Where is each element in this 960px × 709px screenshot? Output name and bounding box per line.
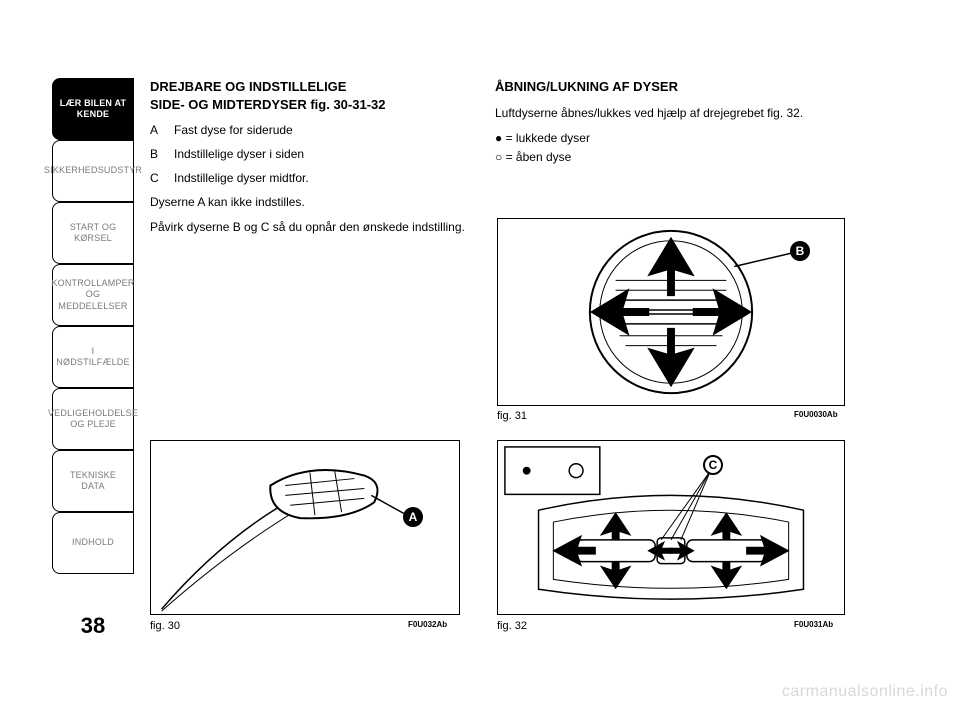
def-key: C bbox=[150, 169, 164, 187]
para-r1: Luftdyserne åbnes/lukkes ved hjælp af dr… bbox=[495, 104, 845, 122]
sidebar-tabs: LÆR BILEN AT KENDE SIKKERHEDSUDSTYR STAR… bbox=[52, 78, 134, 574]
fig32-caption: fig. 32 bbox=[497, 620, 527, 632]
def-val: Fast dyse for siderude bbox=[174, 121, 293, 139]
heading-right: ÅBNING/LUKNING AF DYSER bbox=[495, 78, 845, 96]
figure-30: A bbox=[150, 440, 460, 615]
tab-label: TEKNISKE DATA bbox=[59, 470, 127, 493]
fig30-code: F0U032Ab bbox=[408, 620, 447, 629]
tab-index[interactable]: INDHOLD bbox=[52, 512, 134, 574]
tab-tech-data[interactable]: TEKNISKE DATA bbox=[52, 450, 134, 512]
def-val: Indstillelige dyser i siden bbox=[174, 145, 304, 163]
def-a: A Fast dyse for siderude bbox=[150, 121, 470, 139]
fig32-illustration bbox=[498, 441, 844, 614]
heading-left: DREJBARE OG INDSTILLELIGE SIDE- OG MIDTE… bbox=[150, 78, 470, 113]
callout-b: B bbox=[790, 241, 810, 261]
tab-label: INDHOLD bbox=[72, 537, 114, 548]
def-b: B Indstillelige dyser i siden bbox=[150, 145, 470, 163]
para-1: Dyserne A kan ikke indstilles. bbox=[150, 193, 470, 211]
heading-line2: SIDE- OG MIDTERDYSER fig. 30-31-32 bbox=[150, 97, 386, 112]
symbol-closed: ● = lukkede dyser bbox=[495, 129, 845, 148]
para-2: Påvirk dyserne B og C så du opnår den øn… bbox=[150, 218, 470, 236]
callout-a: A bbox=[403, 507, 423, 527]
left-column: DREJBARE OG INDSTILLELIGE SIDE- OG MIDTE… bbox=[150, 78, 470, 243]
def-key: A bbox=[150, 121, 164, 139]
tab-label: START OG KØRSEL bbox=[59, 222, 127, 245]
tab-know-car[interactable]: LÆR BILEN AT KENDE bbox=[52, 78, 134, 140]
def-key: B bbox=[150, 145, 164, 163]
symbol-open: ○ = åben dyse bbox=[495, 148, 845, 167]
fig30-illustration bbox=[151, 441, 459, 614]
tab-safety[interactable]: SIKKERHEDSUDSTYR bbox=[52, 140, 134, 202]
def-c: C Indstillelige dyser midtfor. bbox=[150, 169, 470, 187]
page-number: 38 bbox=[52, 613, 134, 639]
tab-label: LÆR BILEN AT KENDE bbox=[59, 98, 127, 121]
watermark: carmanualsonline.info bbox=[782, 683, 948, 701]
tab-label: SIKKERHEDSUDSTYR bbox=[44, 165, 142, 176]
right-column: ÅBNING/LUKNING AF DYSER Luftdyserne åbne… bbox=[495, 78, 845, 167]
heading-line1: DREJBARE OG INDSTILLELIGE bbox=[150, 79, 346, 94]
fig32-code: F0U031Ab bbox=[794, 620, 833, 629]
tab-warnings[interactable]: KONTROLLAMPER OG MEDDELELSER bbox=[52, 264, 134, 326]
manual-page: LÆR BILEN AT KENDE SIKKERHEDSUDSTYR STAR… bbox=[0, 0, 960, 709]
tab-maintenance[interactable]: VEDLIGEHOLDELSE OG PLEJE bbox=[52, 388, 134, 450]
tab-label: KONTROLLAMPER OG MEDDELELSER bbox=[51, 278, 134, 312]
callout-c: C bbox=[703, 455, 723, 475]
fig30-caption: fig. 30 bbox=[150, 620, 180, 632]
fig31-caption: fig. 31 bbox=[497, 410, 527, 422]
tab-emergency[interactable]: I NØDSTILFÆLDE bbox=[52, 326, 134, 388]
figure-32: C bbox=[497, 440, 845, 615]
tab-start-drive[interactable]: START OG KØRSEL bbox=[52, 202, 134, 264]
fig31-code: F0U0030Ab bbox=[794, 410, 838, 419]
tab-label: VEDLIGEHOLDELSE OG PLEJE bbox=[48, 408, 138, 431]
tab-label: I NØDSTILFÆLDE bbox=[56, 346, 129, 369]
figure-31: B bbox=[497, 218, 845, 406]
def-val: Indstillelige dyser midtfor. bbox=[174, 169, 309, 187]
